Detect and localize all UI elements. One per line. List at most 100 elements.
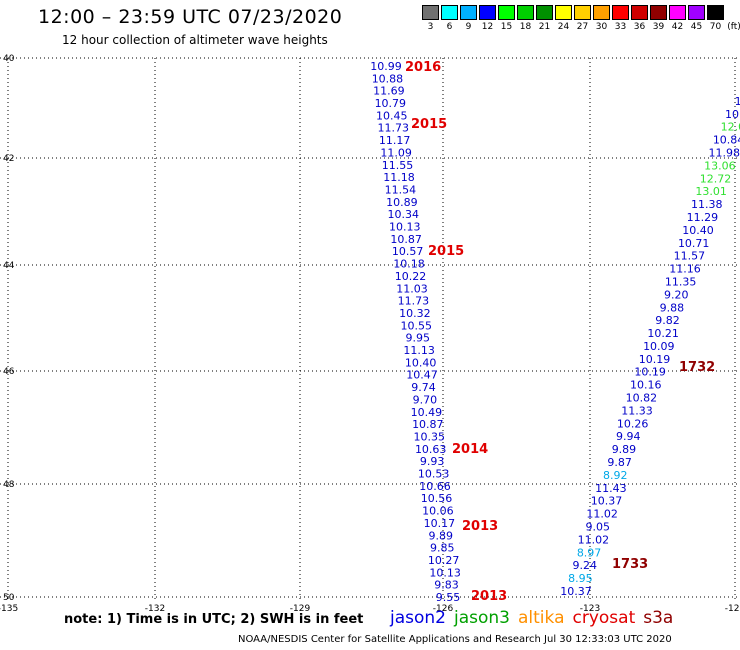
- swh-value: 11.13: [403, 344, 435, 357]
- swh-value: 11.29: [687, 211, 719, 224]
- swh-value: 10.35: [414, 430, 446, 443]
- swh-value: 10.13: [429, 566, 461, 579]
- pass-time-label: 2013: [462, 519, 498, 534]
- legend-cryosat: cryosat: [572, 608, 636, 628]
- swh-value: 10.47: [406, 369, 438, 382]
- swh-value: 10.09: [643, 340, 675, 353]
- swh-value: 9.70: [413, 393, 438, 406]
- swh-value: 11.02: [578, 533, 610, 546]
- latitude-label: 42: [3, 154, 14, 164]
- colorbar-swatch: [631, 5, 648, 20]
- legend-s3a: s3a: [643, 608, 674, 628]
- pass-time-label: 2016: [405, 60, 441, 75]
- colorbar-label: 18: [519, 22, 532, 32]
- colorbar-label: 39: [652, 22, 665, 32]
- swh-value: 10.49: [411, 406, 443, 419]
- colorbar-label: 15: [500, 22, 513, 32]
- swh-value: 9.55: [436, 591, 461, 604]
- swh-value: 10.87: [412, 418, 444, 431]
- swh-value: 11.55: [382, 159, 414, 172]
- swh-value: 10.34: [388, 208, 420, 221]
- colorbar-swatch: [707, 5, 724, 20]
- swh-value: 10.45: [376, 109, 408, 122]
- colorbar-swatch: [555, 5, 572, 20]
- colorbar-swatch: [669, 5, 686, 20]
- swh-value: 11: [735, 95, 740, 108]
- satellite-legend: jason2 jason3 altika cryosat s3a: [390, 608, 681, 628]
- swh-value: 11.17: [379, 134, 411, 147]
- swh-value: 9.89: [612, 443, 637, 456]
- swh-value: 12.72: [700, 172, 732, 185]
- legend-jason3: jason3: [454, 608, 510, 628]
- swh-value: 10.18: [393, 258, 425, 271]
- swh-value: 10.32: [399, 307, 431, 320]
- longitude-label: -135: [0, 604, 18, 614]
- colorbar-label: 24: [557, 22, 570, 32]
- swh-value: 10.16: [630, 379, 662, 392]
- swh-value: 10.40: [405, 356, 437, 369]
- colorbar-unit: (ft): [727, 22, 740, 32]
- swh-value: 10.19: [639, 353, 671, 366]
- colorbar-swatch: [422, 5, 439, 20]
- swh-value: 10.66: [419, 480, 451, 493]
- swh-value: 10.55: [401, 319, 433, 332]
- colorbar-swatch: [498, 5, 515, 20]
- colorbar-label: 30: [595, 22, 608, 32]
- pass-time-label: 2013: [471, 589, 507, 604]
- longitude-label: -123: [580, 604, 600, 614]
- colorbar-label: 21: [538, 22, 551, 32]
- swh-value: 10.13: [389, 221, 421, 234]
- figure-subtitle: 12 hour collection of altimeter wave hei…: [62, 33, 328, 47]
- swh-value: 9.83: [434, 579, 459, 592]
- swh-value: 11.57: [674, 250, 706, 263]
- colorbar-label: 45: [690, 22, 703, 32]
- swh-value: 11.54: [385, 183, 417, 196]
- colorbar-swatch: [612, 5, 629, 20]
- longitude-label: -126: [433, 604, 454, 614]
- latitude-label: 40: [3, 54, 15, 64]
- swh-value: 11.09: [380, 146, 412, 159]
- legend-jason2: jason2: [390, 608, 446, 628]
- swh-value: 10.3: [725, 108, 740, 121]
- swh-value: 8.97: [577, 546, 602, 559]
- swh-value: 9.05: [586, 521, 611, 534]
- swh-value: 8.92: [603, 469, 628, 482]
- swh-value: 9.24: [572, 559, 597, 572]
- swh-value: 8.95: [568, 572, 593, 585]
- pass-time-labels: 2016 2015 2015 2014 2013 2013 1732 1733: [405, 60, 715, 604]
- colorbar-label: 33: [614, 22, 627, 32]
- swh-value: 11.33: [621, 404, 653, 417]
- latitude-labels: 40 42 44 46 48 50: [3, 54, 15, 603]
- swh-value: 9.85: [430, 542, 455, 555]
- colorbar-swatch: [650, 5, 667, 20]
- swh-value: 11.43: [595, 482, 627, 495]
- legend-altika: altika: [518, 608, 565, 628]
- colorbar-swatch: [574, 5, 591, 20]
- colorbar-swatch: [517, 5, 534, 20]
- swh-value: 10.37: [591, 495, 623, 508]
- swh-value: 11.18: [383, 171, 415, 184]
- swh-value: 11.98: [708, 146, 740, 159]
- colorbar-swatch: [536, 5, 553, 20]
- swh-value: 10.57: [392, 245, 424, 258]
- swh-value: 10.99: [370, 60, 402, 73]
- swh-value: 11.73: [377, 122, 409, 135]
- colorbar-label: 70: [709, 22, 722, 32]
- pass-time-label: 1733: [612, 557, 648, 572]
- colorbar-label: 3: [427, 22, 434, 32]
- latitude-label: 48: [3, 480, 15, 490]
- latitude-label: 46: [3, 367, 15, 377]
- swh-value: 9.93: [420, 455, 445, 468]
- swh-value: 13.06: [704, 159, 736, 172]
- swh-value: 9.87: [607, 456, 632, 469]
- colorbar-label: 12: [481, 22, 494, 32]
- swh-value: 10.82: [626, 392, 658, 405]
- swh-value: 9.88: [660, 301, 685, 314]
- swh-value: 10.56: [421, 492, 453, 505]
- swh-value: 10.53: [418, 468, 450, 481]
- swh-value: 10.22: [395, 270, 427, 283]
- colorbar-label: 42: [671, 22, 684, 32]
- colorbar-label: 27: [576, 22, 589, 32]
